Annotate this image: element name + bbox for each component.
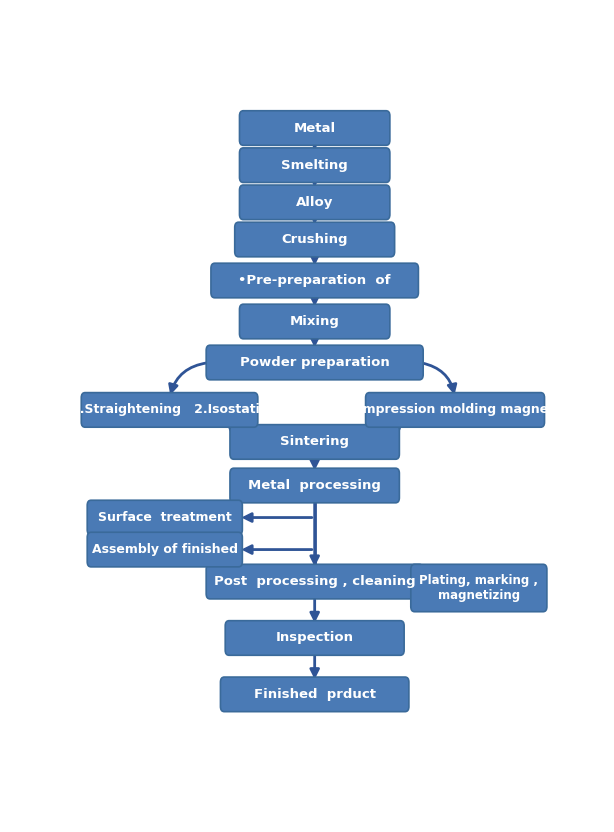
- Text: Post  processing , cleaning: Post processing , cleaning: [214, 575, 416, 588]
- Text: Powder preparation: Powder preparation: [240, 356, 389, 369]
- Text: Smelting: Smelting: [281, 159, 348, 171]
- Text: Alloy: Alloy: [296, 196, 333, 209]
- Text: Finished  prduct: Finished prduct: [254, 688, 376, 701]
- FancyBboxPatch shape: [87, 532, 243, 567]
- Text: Mixing: Mixing: [290, 315, 340, 328]
- FancyBboxPatch shape: [235, 222, 395, 257]
- Text: 1.Straightening   2.Isostatic: 1.Straightening 2.Isostatic: [71, 404, 268, 416]
- Text: Inspection: Inspection: [276, 631, 354, 645]
- FancyBboxPatch shape: [230, 468, 399, 503]
- FancyBboxPatch shape: [225, 621, 404, 656]
- Text: •Pre-preparation  of: •Pre-preparation of: [238, 274, 391, 287]
- FancyBboxPatch shape: [365, 393, 545, 427]
- FancyBboxPatch shape: [206, 345, 423, 379]
- FancyBboxPatch shape: [81, 393, 258, 427]
- FancyBboxPatch shape: [239, 305, 390, 339]
- FancyBboxPatch shape: [239, 148, 390, 182]
- Text: Metal  processing: Metal processing: [248, 479, 381, 492]
- Text: Metal: Metal: [293, 121, 336, 135]
- Text: Surface  treatment: Surface treatment: [98, 511, 231, 524]
- FancyBboxPatch shape: [230, 424, 399, 459]
- Text: Crushing: Crushing: [281, 233, 348, 246]
- Text: Compression molding magnetic: Compression molding magnetic: [344, 404, 565, 416]
- Text: Assembly of finished: Assembly of finished: [91, 543, 238, 556]
- FancyBboxPatch shape: [206, 564, 423, 599]
- Text: Sintering: Sintering: [280, 435, 349, 448]
- FancyBboxPatch shape: [220, 677, 409, 711]
- Text: Plating, marking ,
magnetizing: Plating, marking , magnetizing: [419, 574, 538, 602]
- FancyBboxPatch shape: [211, 263, 418, 298]
- FancyBboxPatch shape: [239, 111, 390, 146]
- FancyBboxPatch shape: [87, 500, 243, 535]
- FancyBboxPatch shape: [411, 564, 547, 612]
- FancyBboxPatch shape: [239, 185, 390, 220]
